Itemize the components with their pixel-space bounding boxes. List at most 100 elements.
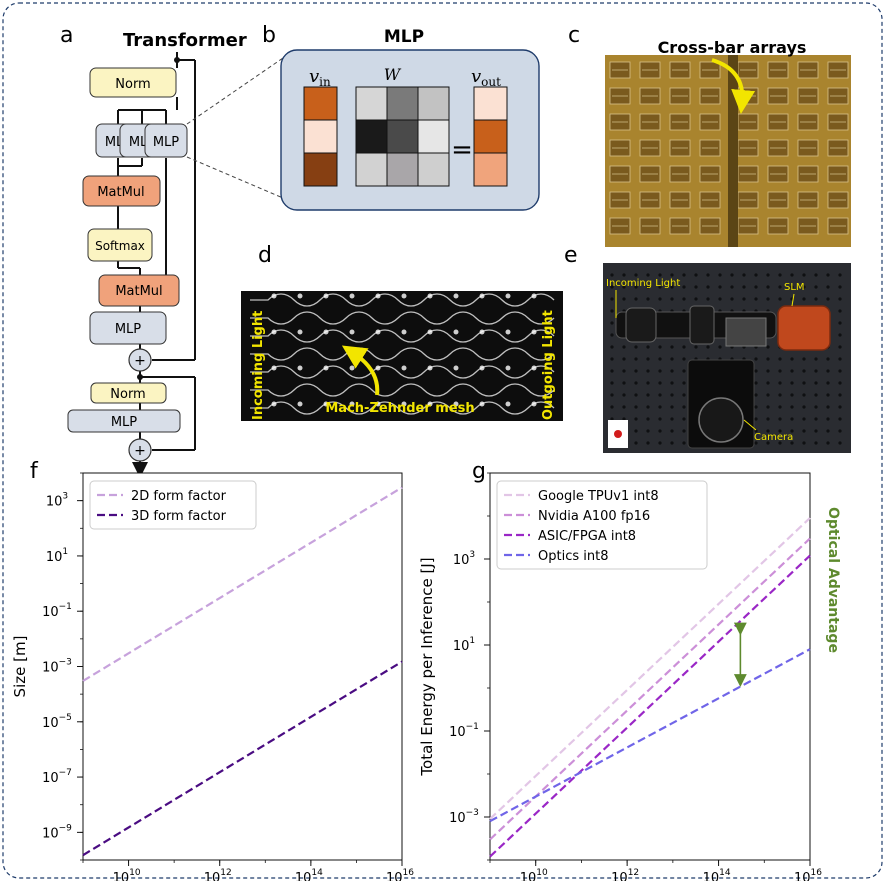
legend-entry: Optics int8 [538, 549, 608, 564]
equals-sign: = [451, 135, 473, 165]
y-tick-label: 10−3 [42, 658, 72, 676]
legend-entry: 3D form factor [131, 509, 227, 524]
norm-label-1: Norm [115, 77, 150, 92]
vout-cell [473, 119, 508, 154]
series-line [489, 517, 811, 820]
mlp-label-2: MLP [111, 415, 137, 430]
mlp-box-out [89, 311, 167, 345]
panel-letter-a: a [60, 23, 73, 48]
y-tick-label: 10−1 [42, 602, 72, 620]
panel-b: b MLP vin W vout = [262, 23, 540, 211]
panel-letter-e: e [564, 243, 578, 268]
w-cell [386, 86, 419, 121]
slm-device [777, 305, 831, 351]
vin-label: vin [309, 66, 331, 89]
panel-e: e Incoming Light SLM Camera [564, 243, 851, 453]
panel-letter-f: f [30, 459, 39, 484]
outgoing-light-label-d: Outgoing Light [541, 310, 556, 420]
residual-add-label-2: + [134, 443, 146, 459]
matmul-label-2: MatMul [115, 284, 162, 299]
crossbar-arrow [711, 58, 756, 114]
optical-advantage-label: Optical Advantage [825, 507, 841, 653]
y-tick-label: 103 [46, 492, 68, 510]
w-label: W [384, 65, 402, 84]
residual-add-2 [128, 438, 152, 462]
size-chart: 1010 1012 1014 1016 103 101 10−1 10−3 10−5 10−7 10… [11, 472, 414, 881]
x-tick-label: 1016 [386, 868, 414, 881]
matmul-box-2 [98, 274, 180, 307]
w-matrix [355, 86, 450, 187]
crossbar-grid [609, 61, 849, 235]
transformer-title: Transformer [123, 30, 247, 51]
w-cell [417, 86, 450, 121]
norm-label-2: Norm [110, 387, 145, 402]
mlp-label-out: MLP [115, 322, 141, 337]
norm-box-2 [90, 382, 167, 404]
vin-vector [303, 86, 338, 187]
legend-entry: Nvidia A100 fp16 [538, 509, 650, 524]
series-line [82, 660, 403, 857]
y-tick-label: 10−3 [449, 808, 479, 826]
y-tick-label: 10−5 [42, 713, 72, 731]
series-line [489, 537, 811, 841]
incoming-light-label-e: Incoming Light [606, 278, 680, 289]
mlp-label-v: MLP [153, 135, 179, 150]
w-cell [386, 119, 419, 154]
x-tick-label: 1016 [794, 868, 822, 881]
y-tick-label: 10−7 [42, 768, 72, 786]
legend [89, 480, 257, 530]
w-cell [355, 86, 388, 121]
panel-d: d Incoming Light Outgoing Light Mach-Zeh… [241, 243, 563, 421]
series-line [489, 554, 811, 858]
vin-cell [303, 119, 338, 154]
norm-box-1 [89, 67, 177, 98]
vin-cell [303, 152, 338, 187]
panel-letter-d: d [258, 243, 272, 268]
crossbar-label: Cross-bar arrays [658, 38, 807, 57]
x-tick-label: 1010 [520, 868, 548, 881]
y-tick-label: 101 [46, 547, 68, 565]
mzi-mesh-label: Mach-Zehnder mesh [325, 401, 474, 416]
camera-label: Camera [754, 432, 793, 443]
panel-letter-c: c [568, 23, 580, 48]
mzi-arrow [341, 345, 380, 396]
y-axis-label: Total Energy per Inference [J] [418, 557, 436, 776]
y-tick-label: 103 [453, 550, 475, 568]
energy-chart: 1010 1012 1014 1016 103 101 10−1 10−3 Google TPU… [418, 472, 841, 881]
x-tick-label: 1014 [703, 868, 731, 881]
panel-letter-b: b [262, 23, 276, 48]
panel-g: g 1010 1012 1014 1016 103 101 10−1 10−3 Google T… [418, 459, 841, 881]
w-cell [355, 119, 388, 154]
series-line [82, 486, 403, 682]
w-cell [417, 119, 450, 154]
legend-entry: 2D form factor [131, 489, 227, 504]
vout-cell [473, 86, 508, 121]
residual-add-label-1: + [134, 353, 146, 369]
vout-label: vout [471, 66, 501, 89]
panel-f: f 1010 1012 1014 1016 103 101 10−1 10−3 10−5 10−7… [11, 459, 414, 881]
w-cell [417, 152, 450, 187]
slm-label: SLM [784, 282, 805, 293]
plot-area [82, 472, 403, 861]
panel-c: c Cross-bar arrays [568, 23, 851, 247]
legend [496, 480, 708, 570]
incoming-light-label-d: Incoming Light [251, 311, 266, 420]
softmax-box [87, 228, 153, 262]
vin-cell [303, 86, 338, 121]
x-tick-label: 1012 [611, 868, 639, 881]
x-tick-label: 1012 [204, 868, 232, 881]
vout-cell [473, 152, 508, 187]
mlp-title: MLP [384, 27, 424, 47]
vout-vector [473, 86, 508, 187]
matmul-label-1: MatMul [97, 185, 144, 200]
residual-add-1 [128, 348, 152, 372]
panel-letter-g: g [472, 459, 486, 484]
legend-entry: ASIC/FPGA int8 [538, 529, 636, 544]
mlp-box-2 [67, 409, 181, 433]
mlp-box-v [144, 123, 188, 158]
x-tick-label: 1010 [113, 868, 141, 881]
x-tick-label: 1014 [295, 868, 323, 881]
w-cell [355, 152, 388, 187]
